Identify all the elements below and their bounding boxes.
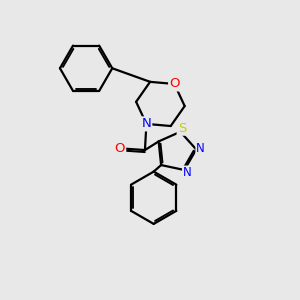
Text: N: N [196,142,205,155]
Text: N: N [142,117,151,130]
Text: O: O [115,142,125,155]
Text: S: S [178,122,186,135]
Text: O: O [169,77,180,91]
Text: N: N [183,167,192,179]
